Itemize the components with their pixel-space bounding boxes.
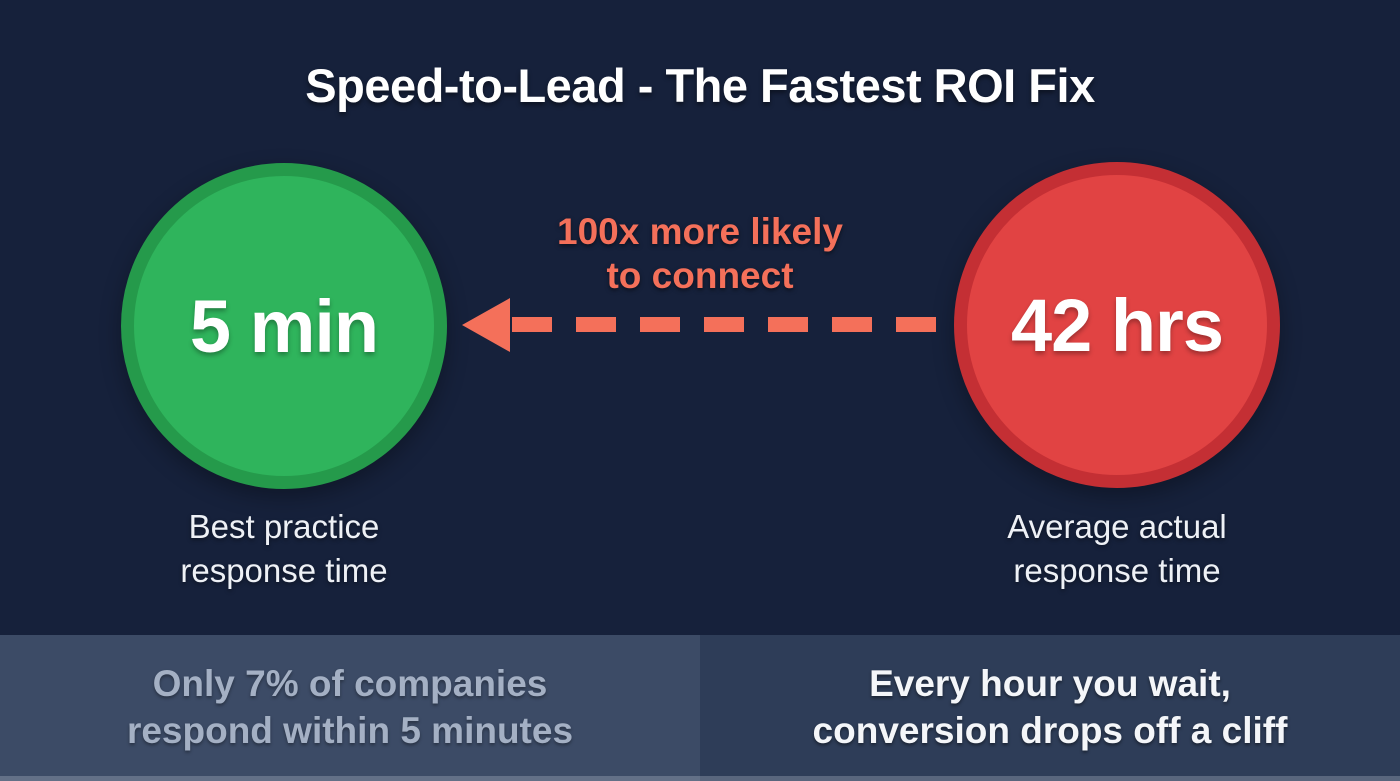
average-response-caption: Average actual response time xyxy=(1007,508,1227,589)
best-response-value: 5 min xyxy=(189,284,379,368)
average-response-value: 42 hrs xyxy=(1010,283,1224,367)
average-response-circle: 42 hrs xyxy=(954,162,1280,488)
page-title: Speed-to-Lead - The Fastest ROI Fix xyxy=(305,59,1095,112)
footer-stat-left: Only 7% of companies respond within 5 mi… xyxy=(0,635,700,781)
footer-stat-right: Every hour you wait, conversion drops of… xyxy=(700,635,1400,781)
best-response-caption: Best practice response time xyxy=(180,508,388,589)
arrow-left-icon xyxy=(462,298,510,352)
best-response-circle: 5 min xyxy=(121,163,447,489)
dashed-line-icon xyxy=(512,317,940,332)
bottom-edge-highlight xyxy=(0,776,1400,781)
arrow-annotation: 100x more likely to connect xyxy=(557,211,843,297)
footer-bar: Only 7% of companies respond within 5 mi… xyxy=(0,635,1400,781)
